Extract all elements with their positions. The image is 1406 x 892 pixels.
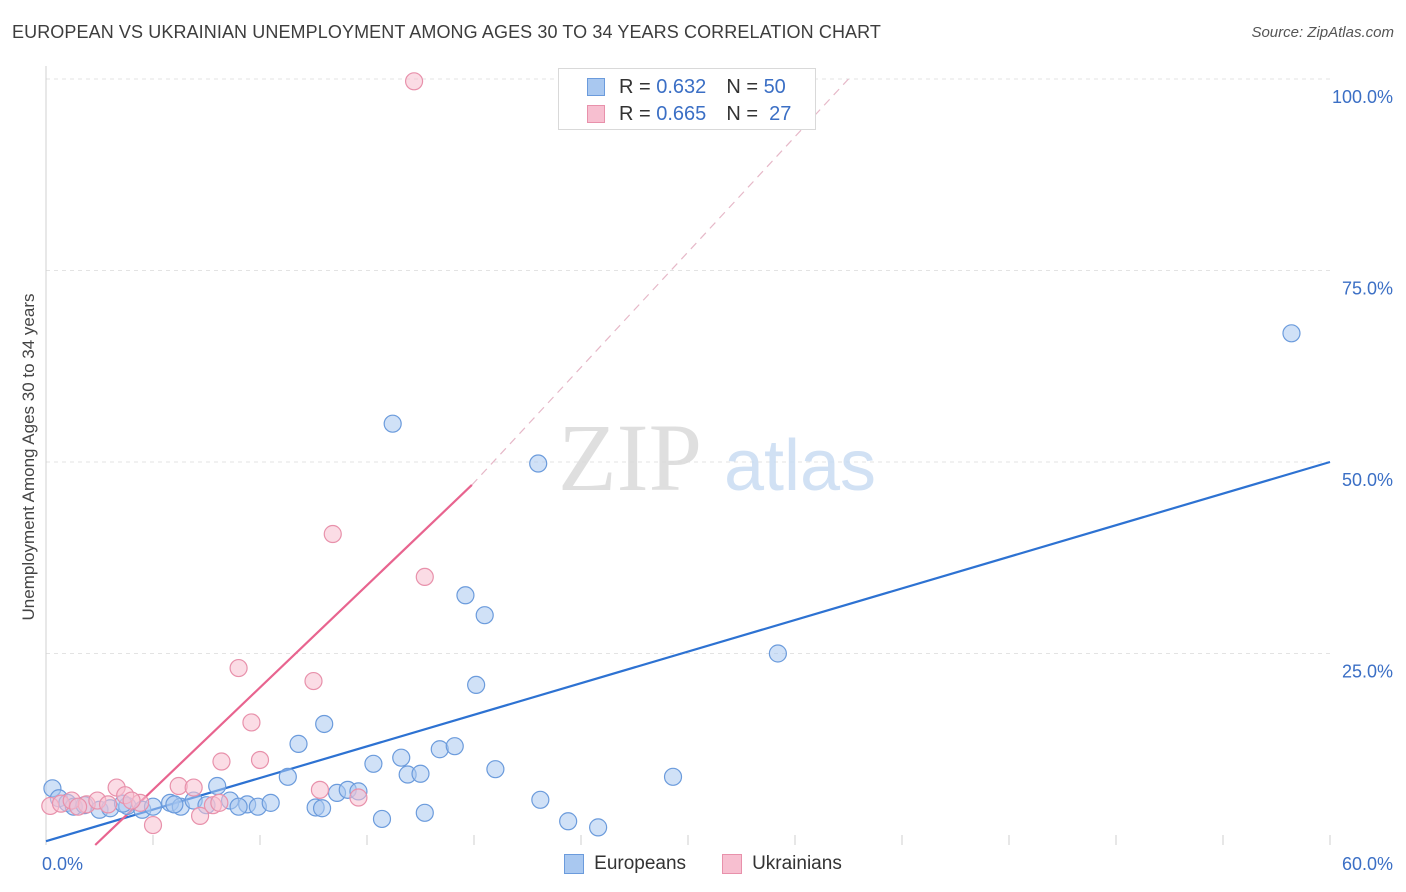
european-point: [312, 799, 332, 818]
european-point: [467, 675, 486, 695]
watermark-zip: ZIP: [558, 404, 702, 511]
series-legend: Europeans Ukrainians: [0, 851, 1406, 877]
european-point: [445, 737, 464, 756]
trendline-ukrainians: [94, 484, 473, 846]
legend-row-ukrainians: R = 0.665 N = 27: [587, 101, 791, 127]
european-point: [1282, 324, 1301, 343]
european-point: [529, 454, 548, 473]
european-point: [289, 734, 308, 753]
european-point: [364, 754, 383, 773]
ukrainian-point: [242, 713, 261, 732]
legend-label: Europeans: [594, 853, 687, 874]
ukrainian-point: [349, 788, 368, 807]
tick-labels: 25.0% 50.0% 75.0% 100.0% 0.0% 60.0%: [42, 87, 1393, 874]
y-tick-label: 50.0%: [1342, 470, 1393, 490]
european-point: [261, 793, 280, 812]
european-point: [165, 795, 184, 814]
ukrainian-point: [212, 752, 231, 771]
european-point: [663, 767, 683, 786]
europeans-swatch: [564, 854, 585, 874]
points: [41, 72, 1301, 837]
r-value: 0.632: [656, 75, 707, 98]
n-label: N =: [726, 102, 758, 125]
ukrainian-point: [250, 750, 270, 770]
europeans-swatch: [587, 78, 605, 96]
ukrainian-point: [98, 795, 118, 814]
european-point: [383, 414, 402, 433]
ukrainian-point: [184, 778, 203, 797]
y-tick-label: 25.0%: [1342, 662, 1393, 682]
grid: [46, 78, 1330, 654]
watermark: ZIP atlas: [558, 404, 876, 511]
european-point: [475, 606, 494, 625]
ukrainian-point: [310, 780, 330, 799]
european-point: [456, 586, 475, 605]
ukrainian-point: [229, 658, 248, 678]
european-point: [415, 803, 434, 822]
legend-label: Ukrainians: [752, 853, 842, 874]
european-point: [559, 812, 578, 831]
ukrainian-point: [190, 806, 210, 825]
y-tick-label: 75.0%: [1342, 279, 1393, 299]
european-point: [372, 809, 392, 829]
legend-row-europeans: R = 0.632 N = 50: [587, 74, 786, 100]
european-point: [531, 790, 550, 809]
european-point: [430, 740, 449, 759]
european-point: [768, 644, 787, 663]
r-value: 0.665: [656, 102, 707, 125]
y-tick-label: 100.0%: [1332, 87, 1393, 107]
n-value: 50: [763, 75, 786, 98]
european-point: [278, 767, 297, 786]
ukrainians-swatch: [587, 105, 605, 123]
european-point: [411, 764, 430, 783]
legend-item-europeans: Europeans: [564, 853, 686, 875]
european-point: [208, 776, 227, 796]
watermark-atlas: atlas: [724, 426, 876, 506]
ukrainian-point: [323, 524, 342, 544]
legend-item-ukrainians: Ukrainians: [722, 853, 842, 875]
r-label: R =: [619, 75, 651, 98]
ukrainian-point: [143, 815, 163, 835]
correlation-legend: R = 0.632 N = 50 R = 0.665 N = 27: [558, 68, 816, 130]
european-point: [486, 760, 505, 779]
x-tick-label: 0.0%: [42, 854, 83, 874]
source-label: Source: ZipAtlas.com: [1251, 24, 1394, 41]
ukrainians-swatch: [722, 854, 743, 874]
ukrainian-point: [404, 72, 424, 91]
ukrainian-point: [415, 567, 434, 587]
european-point: [392, 748, 411, 767]
chart-title: EUROPEAN VS UKRAINIAN UNEMPLOYMENT AMONG…: [12, 22, 882, 42]
axes: [45, 66, 1331, 845]
n-value: 27: [769, 102, 792, 125]
european-point: [589, 818, 608, 837]
x-tick-label: 60.0%: [1342, 854, 1393, 874]
ukrainian-point: [169, 776, 188, 796]
y-axis-label: Unemployment Among Ages 30 to 34 years: [19, 294, 38, 621]
trendline-europeans: [45, 460, 1331, 843]
ukrainian-point: [210, 793, 229, 812]
european-point: [315, 714, 334, 734]
r-label: R =: [619, 102, 651, 125]
european-point: [229, 797, 248, 816]
ukrainian-point: [304, 671, 323, 691]
ukrainian-point: [122, 791, 141, 810]
trendlines: [45, 78, 1331, 846]
ukrainian-point: [68, 797, 88, 816]
n-label: N =: [726, 75, 758, 98]
